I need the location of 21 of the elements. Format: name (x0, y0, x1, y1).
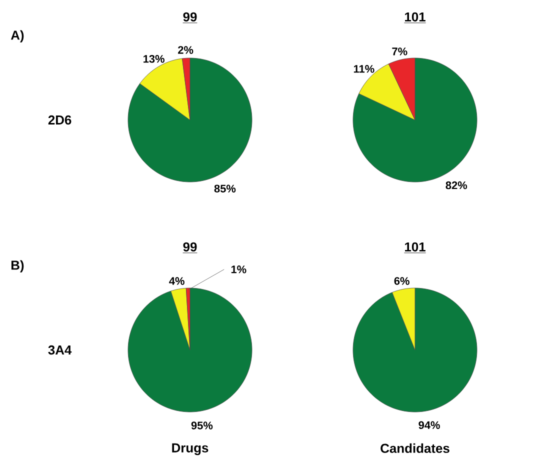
data-label: 85% (214, 184, 236, 192)
text: 3A4 (48, 345, 72, 355)
data-label: 11% (354, 65, 374, 73)
data-label: 2% (178, 46, 194, 54)
text: A) (10, 30, 24, 42)
data-label: 1% (231, 266, 246, 274)
data-label: 7% (392, 48, 408, 56)
text: 2D6 (48, 115, 72, 125)
data-label: 13% (144, 55, 164, 63)
text: Drugs (172, 443, 208, 456)
data-label: 4% (169, 277, 184, 285)
data-label: 95% (191, 422, 213, 430)
data-label: 6% (394, 277, 410, 285)
data-label: 94% (418, 421, 440, 429)
chart-title: 99 (183, 242, 197, 252)
chart-title: 101 (405, 12, 426, 22)
data-label: 82% (446, 181, 468, 190)
chart-title: 101 (405, 242, 426, 252)
text: B) (11, 260, 24, 272)
chart-title: 99 (183, 12, 197, 22)
text: Candidates (380, 443, 450, 453)
